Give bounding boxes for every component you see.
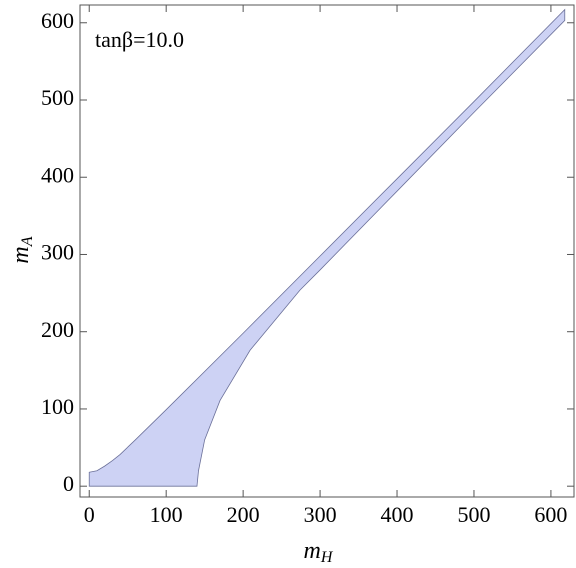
y-axis-label: mA <box>8 236 36 263</box>
x-tick-label: 100 <box>150 502 183 527</box>
y-tick-label: 100 <box>41 394 74 419</box>
x-tick-label: 400 <box>381 502 414 527</box>
x-tick-label: 300 <box>304 502 337 527</box>
y-tick-label: 500 <box>41 85 74 110</box>
frame <box>79 4 575 498</box>
region <box>88 8 566 487</box>
x-tick-label: 600 <box>534 502 567 527</box>
y-tick-label: 0 <box>63 471 74 496</box>
y-label-main: m <box>8 246 34 263</box>
y-tick-label: 600 <box>41 8 74 33</box>
x-label-sub: H <box>320 549 334 566</box>
x-label-main: m <box>304 538 321 564</box>
plot-area <box>88 8 566 487</box>
y-tick-label: 400 <box>41 162 74 187</box>
y-label-sub: A <box>19 236 36 247</box>
x-tick-label: 200 <box>227 502 260 527</box>
x-axis-label: mH <box>304 538 334 566</box>
x-tick-label: 0 <box>84 502 95 527</box>
x-tick-label: 500 <box>457 502 490 527</box>
annotation: tanβ=10.0 <box>95 27 184 52</box>
y-tick-label: 200 <box>41 317 74 342</box>
y-tick-label: 300 <box>41 240 74 265</box>
